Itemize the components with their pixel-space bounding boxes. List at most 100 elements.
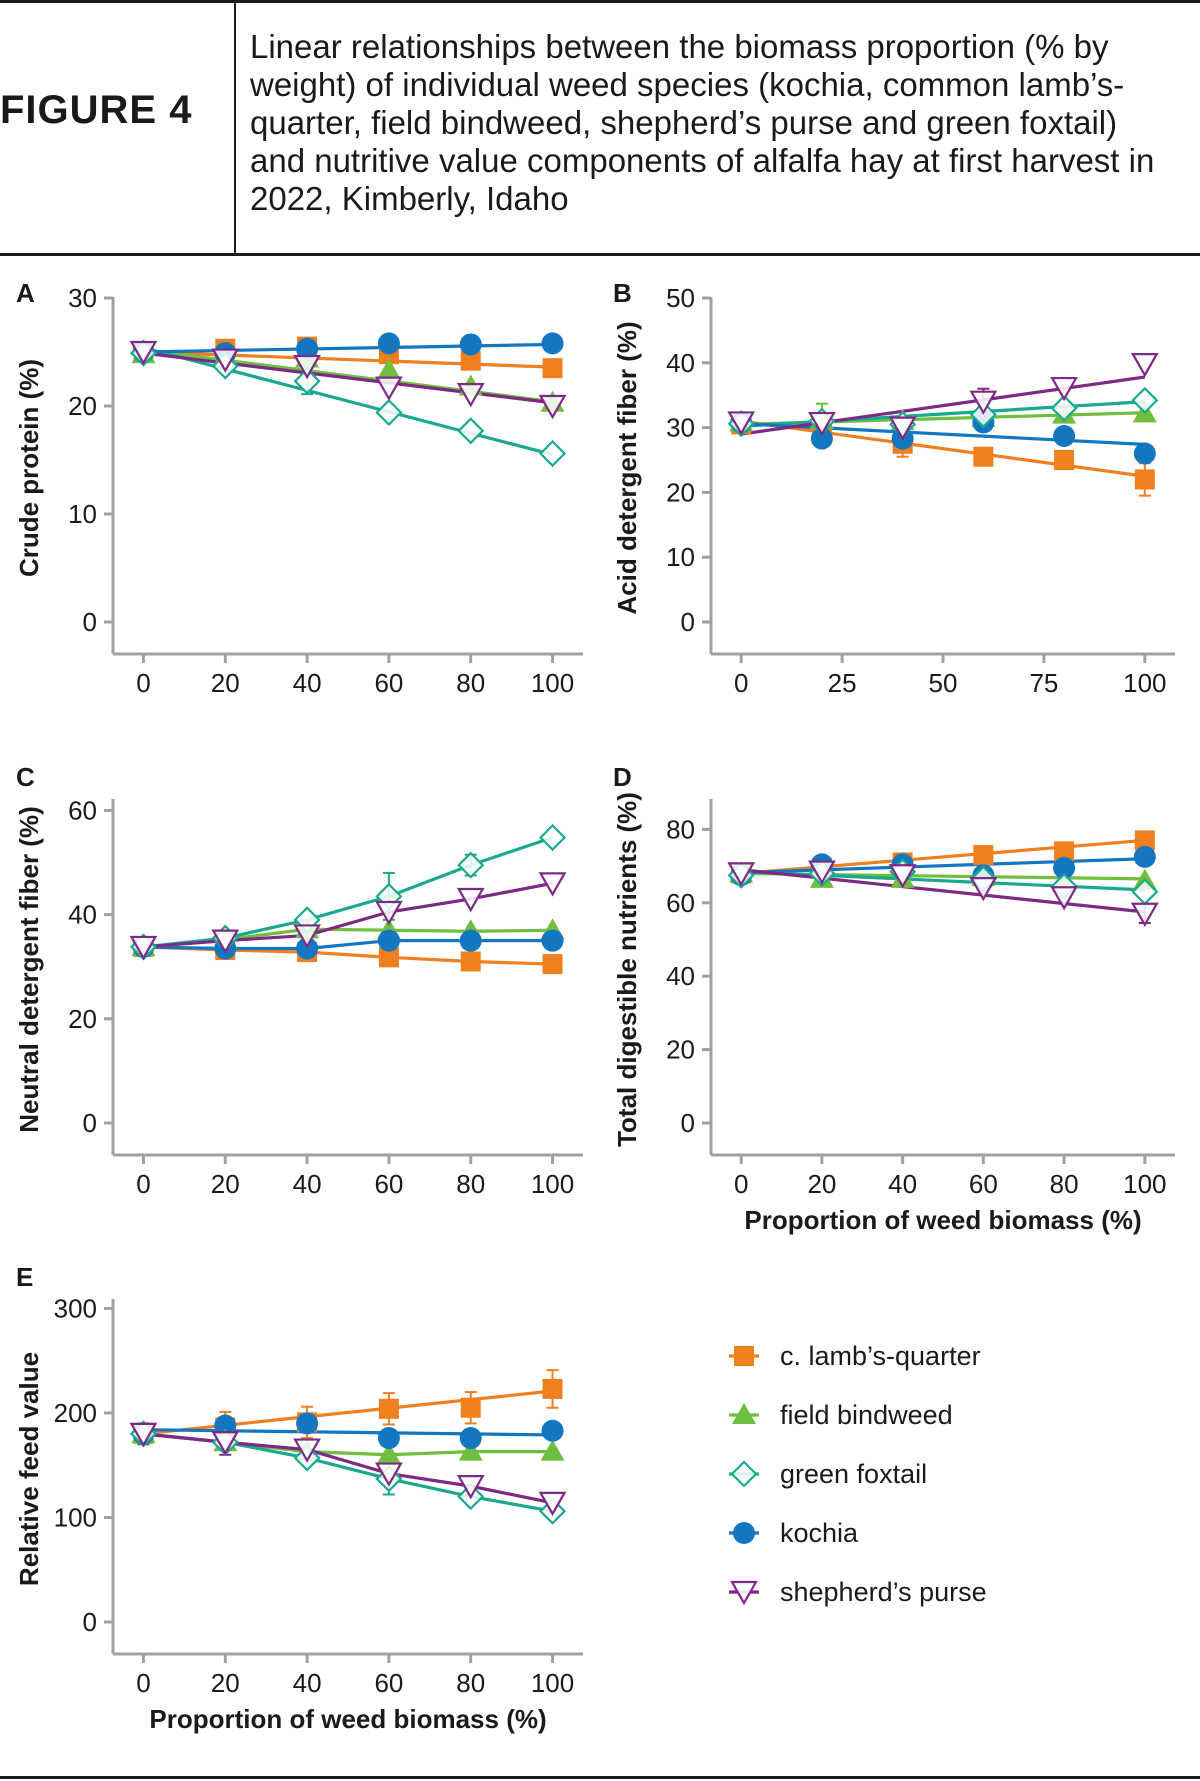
- x-axis-label: Proportion of weed biomass (%): [149, 1704, 546, 1734]
- foxtail-point: [1131, 386, 1159, 414]
- x-axis-label: Proportion of weed biomass (%): [744, 1205, 1141, 1235]
- shepherd-point: [727, 862, 756, 887]
- shepherd-point: [969, 876, 998, 902]
- foxtail-point: [375, 398, 403, 427]
- bindweed-point: [458, 1439, 483, 1461]
- kochia-point: [459, 929, 482, 952]
- lambsquarter-point: [973, 446, 994, 467]
- y-tick-label: 80: [666, 814, 695, 844]
- panel-e: E 0 100 200 300 0 20 40 60 80 100 Relative feed val…: [14, 1262, 583, 1734]
- foxtail-fit-line: [143, 346, 553, 457]
- foxtail-point: [457, 851, 485, 879]
- shepherd-point: [888, 416, 917, 441]
- legend-marker: [734, 1346, 754, 1366]
- panel-letter: B: [613, 278, 632, 308]
- y-tick-label: 20: [68, 1004, 97, 1034]
- foxtail-point: [457, 417, 485, 445]
- kochia-point: [1133, 845, 1156, 868]
- legend-marker: [730, 1580, 758, 1606]
- shepherd-fit-line: [143, 1432, 553, 1505]
- y-tick-label: 10: [68, 499, 97, 529]
- foxtail-point: [1131, 878, 1159, 906]
- legend-marker: [732, 1403, 756, 1424]
- y-tick-label: 40: [68, 900, 97, 930]
- foxtail-point: [293, 367, 321, 395]
- x-tick-label: 0: [734, 1169, 748, 1199]
- y-axis-label: Relative feed value: [14, 1352, 44, 1586]
- shepherd-point: [129, 935, 158, 961]
- x-tick-label: 20: [211, 1668, 240, 1698]
- x-tick-label: 20: [807, 1169, 836, 1199]
- panel-letter: E: [16, 1262, 33, 1292]
- y-axis-label: Neutral detergent fiber (%): [14, 806, 44, 1133]
- lambsquarter-point: [378, 1398, 399, 1419]
- panel-c: C 0 20 40 60 0 20 40 60 80 100 Neutral detergent fi…: [14, 762, 583, 1199]
- y-axis-label: Crude protein (%): [14, 359, 44, 577]
- x-tick-label: 40: [888, 1169, 917, 1199]
- y-axis-label: Acid detergent fiber (%): [612, 321, 642, 614]
- shepherd-point: [375, 900, 403, 926]
- y-axis-label: Total digestible nutrients (%): [612, 792, 642, 1147]
- x-tick-label: 100: [531, 1169, 574, 1199]
- y-tick-label: 50: [666, 283, 695, 313]
- kochia-point: [296, 1412, 319, 1435]
- shepherd-point: [293, 354, 321, 380]
- kochia-point: [541, 1419, 564, 1442]
- y-tick-label: 20: [68, 391, 97, 421]
- legend-item-shepherd: shepherd’s purse: [729, 1577, 987, 1607]
- shepherd-point: [375, 376, 403, 401]
- kochia-fit-line: [143, 342, 553, 354]
- kochia-point: [459, 1427, 482, 1450]
- x-tick-label: 80: [456, 1169, 485, 1199]
- y-tick-label: 60: [68, 795, 97, 825]
- shepherd-point: [538, 1491, 567, 1517]
- shepherd-point: [969, 390, 998, 415]
- x-tick-label: 100: [531, 668, 574, 698]
- y-tick-label: 0: [681, 1108, 695, 1138]
- foxtail-fit-line: [741, 400, 1145, 428]
- x-tick-label: 0: [136, 668, 150, 698]
- lambsquarter-point: [542, 954, 563, 975]
- x-tick-label: 100: [531, 1668, 574, 1698]
- lambsquarter-point: [1054, 450, 1075, 470]
- foxtail-point: [538, 439, 567, 468]
- kochia-point: [1053, 856, 1076, 879]
- kochia-fit-line: [143, 1428, 553, 1437]
- shepherd-point: [211, 929, 240, 954]
- kochia-point: [214, 1414, 237, 1437]
- y-tick-label: 20: [666, 1035, 695, 1065]
- y-tick-label: 40: [666, 348, 695, 378]
- y-tick-label: 40: [666, 961, 695, 991]
- legend-label: green foxtail: [780, 1459, 927, 1489]
- x-tick-label: 100: [1123, 1169, 1166, 1199]
- legend-label: field bindweed: [780, 1400, 953, 1430]
- kochia-point: [810, 427, 833, 450]
- kochia-point: [377, 1427, 400, 1450]
- shepherd-fit-line: [741, 868, 1145, 914]
- legend-item-bindweed: field bindweed: [729, 1400, 953, 1430]
- shepherd-fit-line: [740, 375, 1146, 436]
- y-tick-label: 0: [83, 1607, 97, 1637]
- x-tick-label: 80: [456, 668, 485, 698]
- legend-item-lambsquarter: c. lamb’s-quarter: [729, 1341, 981, 1371]
- y-tick-label: 10: [666, 542, 695, 572]
- bindweed-fit-line: [143, 1432, 553, 1457]
- panel-letter: D: [613, 762, 632, 792]
- lambsquarter-point: [542, 1378, 563, 1399]
- foxtail-fit-line: [143, 1432, 553, 1513]
- kochia-point: [377, 332, 400, 355]
- header-rule: [0, 253, 1200, 256]
- figure-header: FIGURE 4 Linear relationships between th…: [0, 0, 1200, 258]
- shepherd-point: [211, 348, 240, 373]
- shepherd-point: [129, 1422, 158, 1448]
- legend-marker: [730, 1460, 758, 1488]
- shepherd-point: [1050, 376, 1078, 402]
- y-tick-label: 0: [83, 607, 97, 637]
- x-tick-label: 20: [211, 1169, 240, 1199]
- x-tick-label: 60: [374, 1169, 403, 1199]
- lambsquarter-point: [460, 951, 481, 972]
- lambsquarter-fit-line: [740, 419, 1146, 478]
- y-tick-label: 20: [666, 477, 695, 507]
- x-tick-label: 40: [293, 1668, 322, 1698]
